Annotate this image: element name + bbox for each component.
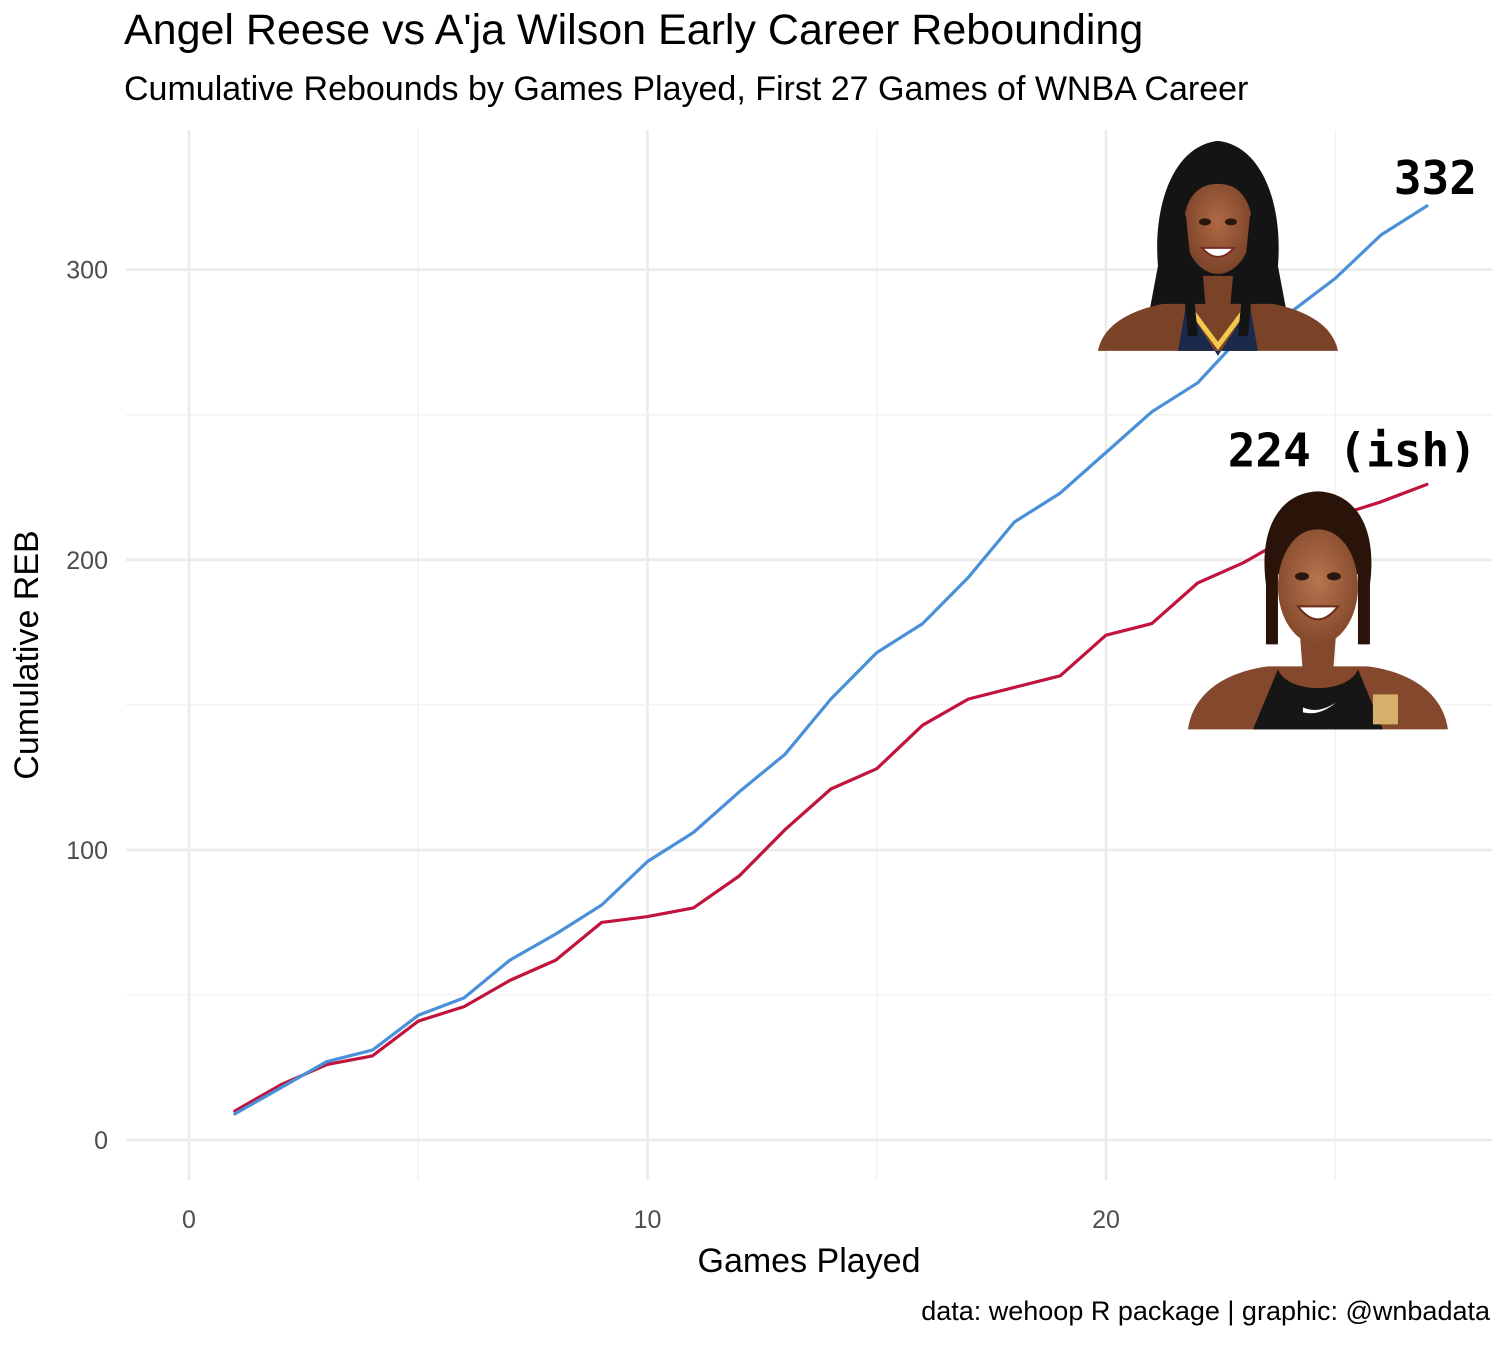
x-tick-label: 0 <box>182 1206 196 1234</box>
end-label-0: 332 <box>1394 151 1477 205</box>
y-tick-label: 100 <box>66 837 108 865</box>
y-tick-label: 300 <box>66 257 108 285</box>
y-tick-labels: 0 100 200 300 <box>66 257 108 1155</box>
series-line-1 <box>233 482 1429 1113</box>
end-labels: 332 224 (ish) <box>1228 151 1477 477</box>
y-axis-title: Cumulative REB <box>8 530 46 779</box>
y-tick-label: 0 <box>94 1127 108 1155</box>
chart-subtitle: Cumulative Rebounds by Games Played, Fir… <box>124 70 1249 108</box>
x-tick-labels: 0 10 20 <box>182 1206 1120 1234</box>
aja-wilson-headshot <box>1187 491 1448 730</box>
chart-title: Angel Reese vs A'ja Wilson Early Career … <box>124 6 1144 54</box>
x-tick-label: 20 <box>1092 1206 1120 1234</box>
x-tick-label: 10 <box>634 1206 662 1234</box>
angel-reese-headshot <box>1097 140 1338 356</box>
x-axis-title: Games Played <box>698 1242 921 1280</box>
grid-lines <box>126 130 1492 1180</box>
y-tick-label: 200 <box>66 547 108 575</box>
chart-caption: data: wehoop R package | graphic: @wnbad… <box>921 1296 1490 1326</box>
end-label-1: 224 (ish) <box>1228 423 1477 477</box>
